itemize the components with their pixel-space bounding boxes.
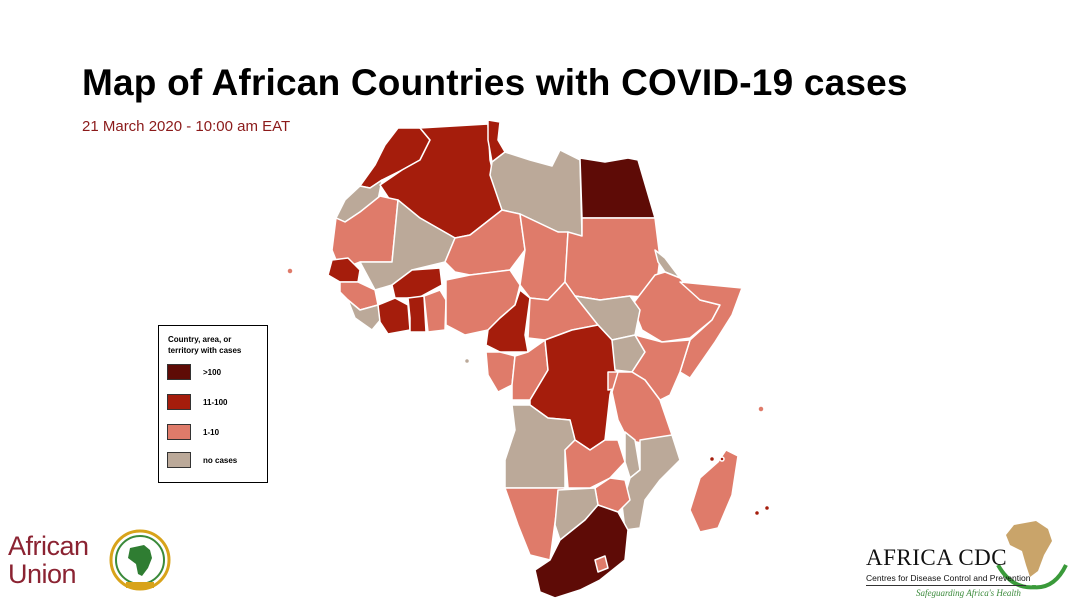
african-union-logo: African Union [8,529,171,591]
region-seychelles [757,405,765,413]
region-egypt [579,157,656,219]
africa-cdc-emblem-icon [996,521,1068,590]
region-mauritius [763,504,771,512]
region-angola [504,404,576,489]
region-reunion [753,509,761,517]
region-togo [423,289,447,333]
region-kenya [631,334,691,401]
region-cape-verde [286,267,294,275]
au-emblem-icon [109,529,171,591]
legend-item: 1-10 [167,424,219,440]
region-comoros [708,455,716,463]
region-zambia [564,439,626,489]
region-south-africa [534,504,629,599]
region-zanzibar [719,456,725,462]
africa-cdc-subtitle: Centres for Disease Control and Preventi… [866,573,1031,583]
legend-title: Country, area, or territory with cases [168,335,242,355]
au-logo-line1: African [8,531,89,561]
legend-swatch [167,452,191,468]
region-niger [444,209,526,276]
map-legend: Country, area, or territory with cases >… [158,325,268,483]
page-title: Map of African Countries with COVID-19 c… [82,62,908,103]
region-ghana [407,295,427,333]
africa-cdc-logo: AFRICA CDC Centres for Disease Control a… [862,515,1072,605]
region-mozambique [621,434,681,531]
legend-label: 1-10 [203,427,220,437]
legend-item: no cases [167,452,237,468]
date-label: 21 March 2020 - 10:00 am EAT [82,118,291,135]
legend-item: >100 [167,364,221,380]
region-cameroon [485,289,531,353]
legend-swatch [167,394,191,410]
region-gabon [485,351,516,393]
region-cote-divoire [377,297,411,335]
legend-swatch [167,364,191,380]
au-logo-line2: Union [8,559,77,589]
legend-label: no cases [203,455,238,465]
africa-cdc-divider [866,585,1026,586]
legend-swatch [167,424,191,440]
legend-item: 11-100 [167,394,227,410]
africa-cdc-name: AFRICA CDC [866,545,1008,570]
legend-label: 11-100 [203,397,228,407]
region-sao-tome [463,357,471,365]
region-lesotho [594,555,609,573]
legend-label: >100 [203,367,222,377]
region-madagascar [689,449,739,533]
africa-cdc-tagline: Safeguarding Africa's Health [916,588,1021,598]
region-burkina-faso [391,267,443,299]
